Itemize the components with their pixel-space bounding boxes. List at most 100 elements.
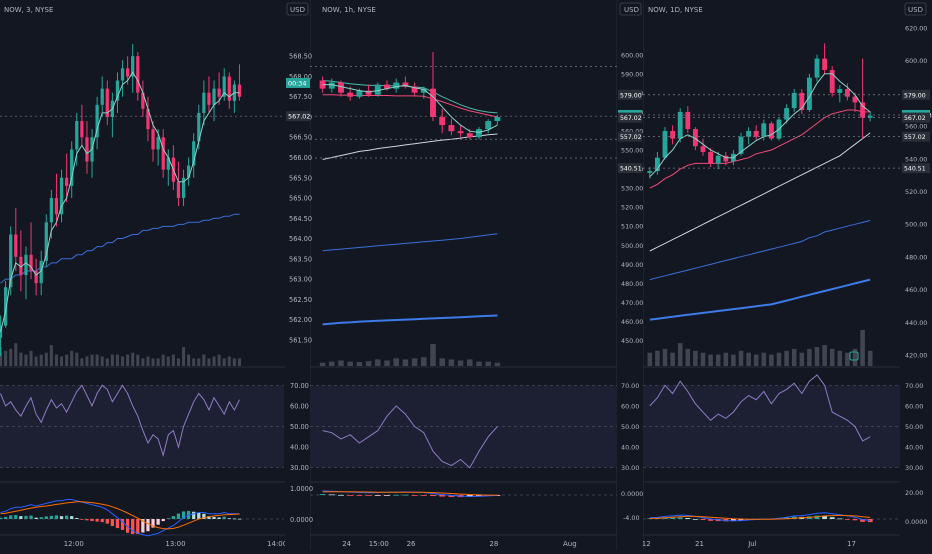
- p3-right-rsi-tick: 60.00: [905, 402, 923, 410]
- p2-price-tag-label: 00:34: [288, 79, 306, 87]
- p3-candle: [806, 77, 812, 111]
- p1-volume-bar: [171, 354, 175, 366]
- p3-volume-bar: [700, 352, 706, 366]
- p1-candle: [100, 88, 104, 105]
- p1-volume-bar: [24, 354, 28, 366]
- p1-candle: [146, 108, 150, 130]
- p1-macd-hist-bar: [14, 515, 18, 519]
- p3-candle: [768, 123, 774, 139]
- p1-candle: [95, 104, 99, 138]
- p3-left-price-tick: 510.00: [621, 223, 643, 231]
- p1-volume-bar: [60, 356, 64, 366]
- p2-ma-blue-thick: [322, 314, 498, 326]
- p2-macd-hist-bar: [411, 495, 418, 496]
- p3-right-rsi-tick: 50.00: [905, 423, 923, 431]
- p3-volume-bar: [829, 348, 835, 366]
- p2-macd-hist-bar: [476, 495, 482, 497]
- p3-macd-hist-bar: [822, 515, 828, 519]
- p3-volume-bar: [677, 343, 683, 366]
- p3-volume-bar: [731, 354, 736, 366]
- p1-macd-hist-bar: [141, 519, 145, 533]
- p3-right-price-tag: [902, 131, 930, 142]
- p3-signal-line: [649, 514, 871, 520]
- p1-x-tick: 13:00: [165, 540, 185, 548]
- p3-candle: [761, 123, 767, 137]
- p2-volume-bar: [485, 361, 491, 366]
- p2-volume-bar: [421, 357, 427, 366]
- p1-candle: [70, 149, 74, 186]
- p1-volume-bar: [70, 350, 74, 366]
- p1-candle: [0, 325, 3, 338]
- p3-left-price-tick: 490.00: [621, 261, 643, 269]
- p1-candle: [19, 256, 23, 276]
- p3-macd-hist-bar: [844, 519, 850, 520]
- p3-right-price-tick: 560.00: [905, 123, 927, 131]
- p3-left-rsi-tick: 50.00: [621, 423, 639, 431]
- p2-volume-bar: [439, 358, 445, 366]
- p2-candle: [356, 90, 363, 97]
- p1-candle: [156, 137, 160, 150]
- p1-volume: [0, 343, 241, 366]
- p3-ma-blue-thick: [649, 278, 871, 321]
- p3-x-tick: 12: [642, 540, 651, 548]
- p1-macd-hist-bar: [100, 519, 104, 523]
- p1-volume-bar: [156, 358, 160, 366]
- p1-volume-bar: [4, 350, 8, 366]
- p3-macd-hist-bar: [708, 519, 714, 521]
- p3-right-currency-button[interactable]: [904, 2, 927, 16]
- p1-candle: [197, 112, 201, 142]
- p2-x-tick: 28: [489, 540, 498, 548]
- p1-candle: [192, 141, 196, 166]
- p3-left-rsi-tick: 60.00: [621, 402, 639, 410]
- p3-right-price-tick: 420.00: [905, 352, 927, 360]
- p1-volume-bar: [29, 350, 33, 366]
- p3-left-price-tick: 500.00: [621, 242, 643, 250]
- p1-macd-hist-bar: [120, 519, 125, 530]
- p3-candle: [799, 92, 805, 111]
- p1-macd-hist-bar: [176, 513, 181, 519]
- p1-macd-hist-bar: [197, 512, 201, 519]
- p2-candle: [466, 133, 473, 138]
- p2-volume-bar: [319, 362, 326, 366]
- p2-price-tick: 565.50: [289, 174, 312, 182]
- p1-macd-hist-bar: [151, 519, 155, 528]
- p1-candle: [75, 121, 79, 150]
- p1-volume-bar: [176, 358, 180, 366]
- p3-candle: [685, 111, 691, 130]
- p3-volume-bar: [655, 350, 660, 366]
- p3-left-price-tick: 520.00: [621, 204, 643, 212]
- p3-candle: [700, 146, 706, 152]
- p1-volume-bar: [9, 348, 13, 366]
- p3-left-price-tick: 470.00: [621, 299, 643, 307]
- p3-right-price-tag: [902, 89, 930, 100]
- p3-candle: [654, 157, 660, 171]
- p3-right-rsi-tick: 30.00: [905, 464, 923, 472]
- p2-volume-bar: [329, 361, 335, 366]
- p1-candle: [39, 260, 43, 284]
- p3-right-price-tick: 540.00: [905, 155, 927, 163]
- p2-currency-button[interactable]: [286, 2, 309, 16]
- p2-price-tick: 566.00: [289, 154, 312, 162]
- p3-candle: [715, 155, 721, 164]
- p2-candle: [476, 129, 482, 138]
- p3-candle: [837, 89, 843, 93]
- p1-volume-bar: [187, 354, 191, 366]
- earnings-marker-icon[interactable]: [849, 351, 859, 361]
- p1-volume-bar: [0, 347, 3, 366]
- p3-left-price-tag: [618, 163, 642, 174]
- p2-volume-bar: [448, 359, 455, 366]
- p1-volume-bar: [212, 356, 216, 366]
- p3-candle: [647, 170, 653, 173]
- p3-right-price-tag: [902, 163, 930, 174]
- p1-macd-hist-bar: [29, 515, 33, 519]
- p1-volume-bar: [105, 358, 109, 366]
- p2-price-tick: 568.50: [289, 53, 312, 61]
- p2-volume-bar: [393, 358, 399, 366]
- p2-macd-hist-bar: [384, 495, 390, 496]
- p1-macd-hist-bar: [207, 516, 211, 519]
- p2-volume-bar: [430, 344, 436, 366]
- p1-candle: [141, 92, 145, 109]
- p3-left-price-tick: 560.00: [621, 127, 643, 135]
- p3-currency-button[interactable]: [619, 2, 642, 16]
- p3-candle: [662, 130, 668, 158]
